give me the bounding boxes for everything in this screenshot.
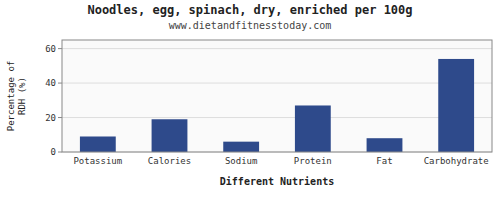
bars (80, 59, 474, 152)
x-axis-label: Different Nutrients (220, 176, 334, 187)
chart: Noodles, egg, spinach, dry, enriched per… (0, 0, 500, 200)
bar (223, 142, 259, 152)
x-tick-label: Potassium (73, 156, 122, 166)
bar (438, 59, 474, 152)
title: Noodles, egg, spinach, dry, enriched per… (87, 3, 412, 17)
x-tick-label: Protein (294, 156, 332, 166)
plot-frame (62, 40, 492, 152)
bar (152, 119, 188, 152)
y-axis-label: Percentage ofRDH (%) (6, 61, 27, 131)
x-tick-label: Fat (376, 156, 392, 166)
y-tick (58, 117, 62, 118)
y-tick (58, 48, 62, 49)
grid-line (62, 48, 492, 49)
y-axis-label-line: RDH (%) (17, 77, 27, 115)
y-axis-label-line: Percentage of (6, 61, 16, 131)
y-tick-label: 0 (51, 147, 56, 157)
y-tick (58, 152, 62, 153)
plot-area (62, 40, 492, 152)
x-tick-label: Sodium (225, 156, 258, 166)
y-tick-label: 40 (45, 78, 56, 88)
grid (62, 49, 492, 152)
x-tick-label: Carbohydrate (424, 156, 489, 166)
y-tick (58, 83, 62, 84)
grid-line (62, 83, 492, 84)
grid-line (62, 117, 492, 118)
y-tick-label: 60 (45, 44, 56, 54)
bar (367, 138, 403, 152)
bar (295, 105, 331, 152)
subtitle: www.dietandfitnesstoday.com (169, 20, 332, 31)
bar (80, 136, 116, 152)
y-tick-label: 20 (45, 113, 56, 123)
chart-container: Noodles, egg, spinach, dry, enriched per… (0, 0, 500, 200)
x-tick-label: Calories (148, 156, 191, 166)
